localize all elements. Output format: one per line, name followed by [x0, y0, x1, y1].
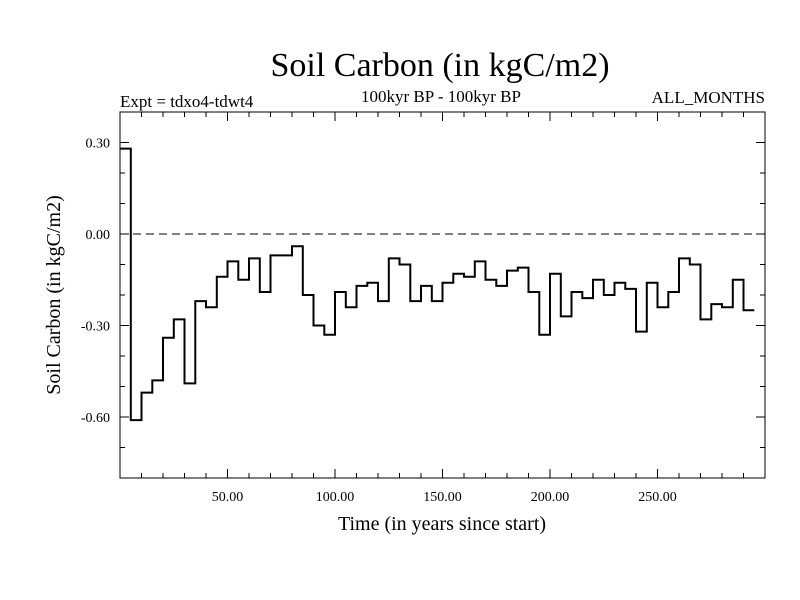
- tick-marks: [120, 111, 765, 479]
- chart-title: Soil Carbon (in kgC/m2): [270, 47, 609, 84]
- x-axis-label: Time (in years since start): [338, 513, 546, 535]
- y-tick-label: 0.30: [86, 137, 111, 152]
- soil-carbon-series-line: [120, 147, 755, 422]
- x-tick-label: 100.00: [316, 490, 355, 505]
- months-label: ALL_MONTHS: [652, 88, 765, 107]
- x-tick-label: 250.00: [638, 490, 677, 505]
- x-tick-label: 200.00: [531, 490, 570, 505]
- y-tick-labels: 0.30 0.00 -0.30 -0.60: [81, 137, 110, 427]
- y-axis-label: Soil Carbon (in kgC/m2): [43, 195, 65, 394]
- x-tick-labels: 50.00 100.00 150.00 200.00 250.00: [212, 490, 677, 505]
- experiment-label: Expt = tdxo4-tdwt4: [120, 92, 254, 111]
- x-tick-label: 150.00: [423, 490, 462, 505]
- y-tick-label: 0.00: [86, 228, 111, 243]
- y-tick-label: -0.60: [81, 411, 110, 426]
- x-tick-label: 50.00: [212, 490, 244, 505]
- y-tick-label: -0.30: [81, 320, 110, 335]
- chart-subtitle: 100kyr BP - 100kyr BP: [361, 87, 521, 106]
